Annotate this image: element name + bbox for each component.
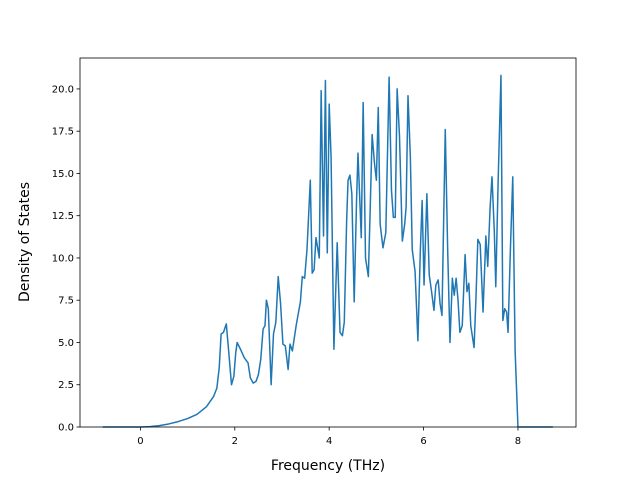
y-tick-label: 2.5: [58, 380, 74, 391]
y-tick-label: 15.0: [52, 169, 74, 180]
x-tick-label: 6: [420, 436, 426, 447]
x-axis-label: Frequency (THz): [271, 458, 385, 474]
x-tick-label: 8: [515, 436, 521, 447]
y-tick-label: 20.0: [52, 84, 74, 95]
y-axis-label: Density of States: [17, 182, 33, 302]
y-tick-label: 7.5: [58, 296, 74, 307]
y-tick-label: 5.0: [58, 338, 74, 349]
y-tick-label: 17.5: [52, 127, 74, 138]
x-tick-label: 4: [326, 436, 332, 447]
y-tick-label: 0.0: [58, 423, 74, 434]
x-tick-label: 2: [232, 436, 238, 447]
y-tick-label: 10.0: [52, 253, 74, 264]
x-tick-label: 0: [137, 436, 143, 447]
plot-frame: [79, 57, 577, 428]
line-series: [102, 74, 553, 428]
y-tick-label: 12.5: [52, 211, 74, 222]
